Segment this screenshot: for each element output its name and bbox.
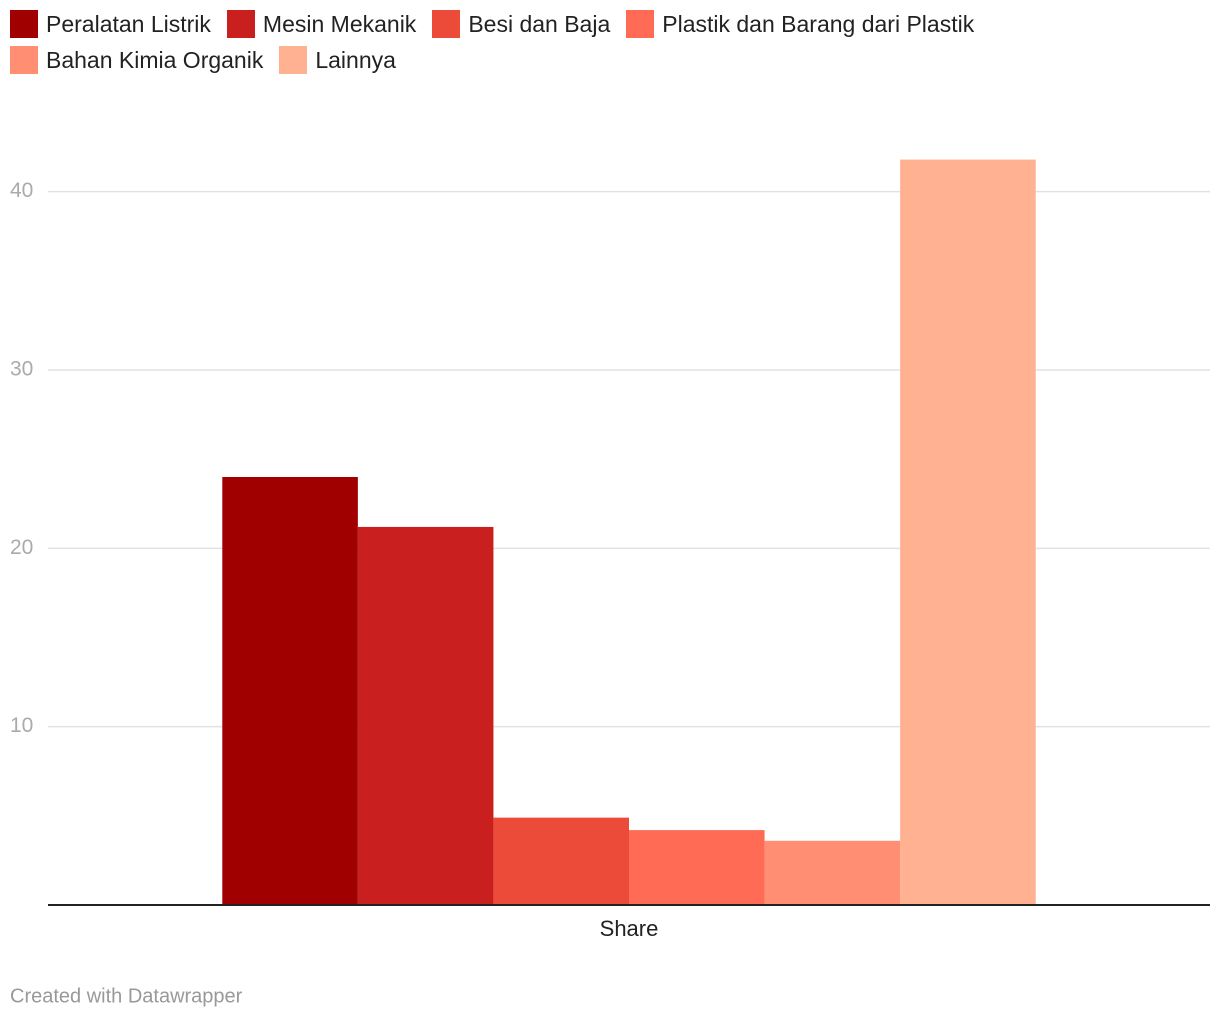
legend: Peralatan Listrik Mesin Mekanik Besi dan B… [10, 10, 1020, 74]
legend-item: Bahan Kimia Organik [10, 46, 263, 74]
bar [357, 526, 494, 905]
legend-item: Lainnya [279, 46, 396, 74]
legend-label: Besi dan Baja [468, 10, 611, 37]
y-tick-label: 10 [10, 714, 33, 737]
legend-label: Bahan Kimia Organik [46, 46, 264, 73]
legend-swatch [626, 10, 655, 38]
bar [764, 840, 901, 905]
y-tick-label: 30 [10, 358, 33, 381]
legend-swatch [432, 10, 461, 38]
bar [222, 477, 358, 905]
bar [493, 817, 629, 905]
legend-item: Plastik dan Barang dari Plastik [626, 10, 974, 38]
y-tick-label: 40 [10, 179, 33, 202]
x-tick-label: Share [600, 916, 659, 941]
bar [900, 159, 1036, 906]
legend-label: Plastik dan Barang dari Plastik [662, 10, 975, 37]
legend-item: Besi dan Baja [432, 10, 610, 38]
legend-swatch [10, 10, 38, 38]
legend-label: Peralatan Listrik [46, 10, 211, 37]
y-tick-label: 20 [10, 536, 33, 559]
legend-item: Peralatan Listrik [10, 10, 211, 38]
legend-swatch [279, 46, 308, 74]
legend-label: Mesin Mekanik [262, 10, 417, 37]
credit: Created with Datawrapper [10, 985, 243, 1007]
legend-item: Mesin Mekanik [226, 10, 417, 38]
bar [629, 830, 765, 905]
legend-swatch [10, 46, 38, 74]
legend-swatch [226, 10, 255, 38]
legend-label: Lainnya [315, 46, 396, 73]
